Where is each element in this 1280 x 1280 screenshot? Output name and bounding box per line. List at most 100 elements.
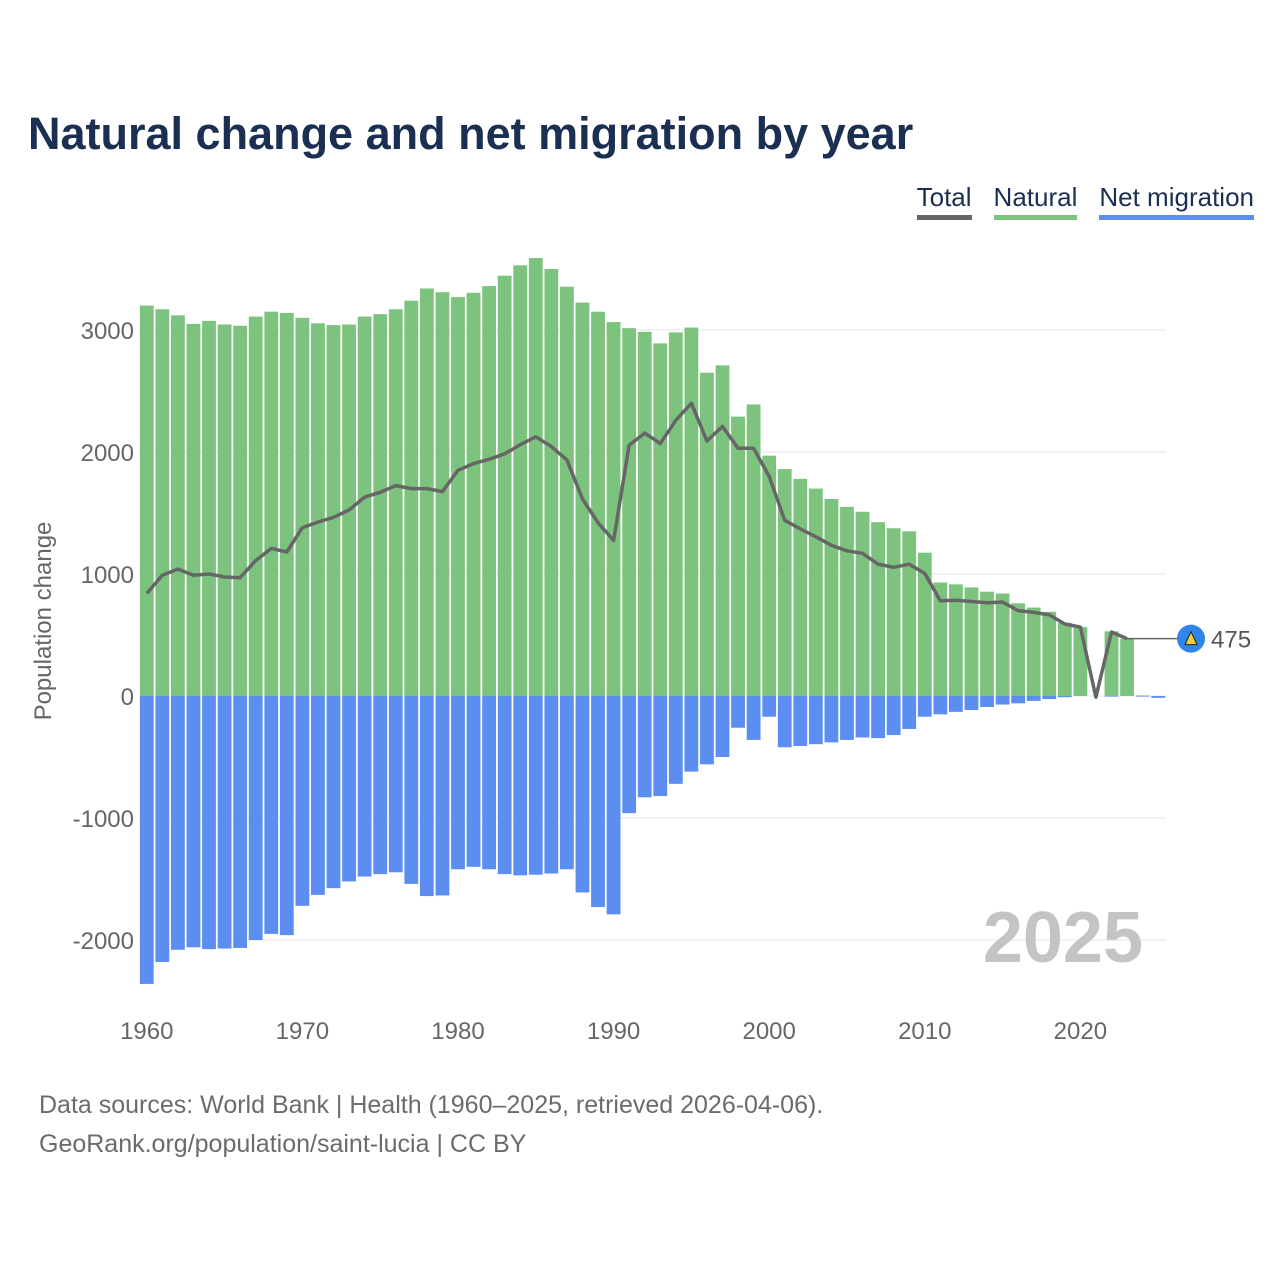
net-migration-bar (466, 696, 481, 867)
natural-bar (731, 416, 745, 696)
net-migration-bar (840, 696, 854, 740)
net-migration-bar (653, 696, 668, 797)
net-migration-bar (949, 696, 963, 712)
natural-bar (139, 305, 154, 696)
natural-bar (311, 323, 325, 696)
natural-bar (1120, 638, 1134, 696)
net-migration-bar (1042, 696, 1057, 700)
net-migration-bar (388, 696, 403, 873)
year-watermark: 2025 (983, 898, 1143, 978)
net-migration-bar (217, 696, 232, 949)
natural-bar (855, 511, 870, 696)
natural-bar (1073, 627, 1088, 696)
net-migration-bar (902, 696, 917, 729)
natural-bar (949, 584, 963, 696)
x-tick-label: 1980 (431, 1018, 484, 1045)
net-migration-bar (248, 696, 263, 940)
net-migration-bar (777, 696, 792, 748)
x-tick-label: 2020 (1054, 1018, 1107, 1045)
y-axis-label: Population change (30, 522, 57, 721)
net-migration-bar (451, 696, 465, 870)
net-migration-bar (964, 696, 979, 711)
chart-canvas: 2025 3000 2000 1000 0 -1000 -2000 1960 1970 198… (30, 258, 1251, 1045)
natural-bar (171, 315, 185, 696)
net-migration-bar (171, 696, 185, 950)
end-value-label: 475 (1211, 627, 1251, 654)
x-tick-label: 1970 (276, 1018, 329, 1045)
net-migration-bar (139, 696, 154, 984)
y-tick-label: 3000 (81, 318, 134, 345)
legend-item-total[interactable]: Total (916, 182, 972, 220)
footer-license: GeoRank.org/population/saint-lucia | CC … (39, 1130, 527, 1158)
natural-bar (746, 404, 761, 696)
legend: Total Natural Net migration (916, 182, 1254, 220)
net-migration-bar (497, 696, 512, 875)
legend-item-net-migration[interactable]: Net migration (1099, 182, 1254, 220)
net-migration-bar (419, 696, 434, 897)
net-migration-bar (1026, 696, 1041, 701)
net-migration-bar (155, 696, 170, 962)
net-migration-bar (762, 696, 777, 717)
natural-bar (762, 455, 777, 696)
natural-bar (451, 297, 465, 696)
net-migration-bar (1011, 696, 1026, 704)
net-migration-bar (295, 696, 310, 906)
net-migration-bar (528, 696, 543, 875)
natural-bar (1135, 695, 1150, 696)
natural-bar (777, 469, 792, 696)
y-tick-label: 0 (121, 684, 134, 711)
natural-bar (466, 292, 481, 696)
y-axis: 3000 2000 1000 0 -1000 -2000 (73, 318, 134, 955)
net-migration-bar (1135, 696, 1150, 697)
natural-bar (606, 322, 621, 696)
footer-sources: Data sources: World Bank | Health (1960–… (39, 1091, 824, 1119)
natural-bar (886, 528, 901, 696)
natural-bar (373, 314, 388, 696)
net-migration-bar (746, 696, 761, 740)
natural-bar (544, 269, 559, 696)
x-tick-label: 1960 (120, 1018, 173, 1045)
natural-bar (482, 286, 496, 696)
net-migration-bar (264, 696, 279, 934)
natural-bar (1026, 607, 1041, 696)
natural-bar (435, 292, 450, 696)
net-migration-bar (871, 696, 885, 739)
net-migration-bar (622, 696, 637, 814)
natural-bar (388, 309, 403, 696)
net-migration-bar (855, 696, 870, 738)
net-migration-bar (326, 696, 341, 889)
natural-bar (357, 316, 372, 696)
end-marker: 475 (1127, 624, 1251, 654)
natural-bar (933, 582, 948, 696)
natural-bar (917, 552, 932, 696)
natural-bar (560, 286, 574, 696)
net-migration-bar (808, 696, 823, 745)
net-migration-bar (1104, 696, 1119, 697)
natural-bar (824, 498, 839, 696)
net-migration-bar (233, 696, 248, 948)
legend-item-natural[interactable]: Natural (993, 182, 1078, 220)
natural-bar (217, 324, 232, 696)
natural-bar (684, 327, 699, 696)
net-migration-bar (482, 696, 496, 870)
x-tick-label: 2000 (742, 1018, 795, 1045)
natural-bar (840, 506, 854, 696)
natural-bar (1011, 603, 1026, 696)
natural-bar (902, 531, 917, 696)
natural-bar (871, 522, 885, 696)
y-tick-label: -1000 (73, 806, 134, 833)
net-migration-bar (1057, 696, 1072, 698)
natural-bar (808, 488, 823, 696)
net-migration-bar (575, 696, 590, 893)
natural-bar (528, 258, 543, 696)
net-migration-bar (373, 696, 388, 875)
natural-bar (295, 317, 310, 696)
natural-bar (419, 288, 434, 696)
natural-bar (202, 320, 216, 696)
net-migration-bar (917, 696, 932, 717)
gridlines (139, 329, 1166, 941)
y-tick-label: 2000 (81, 440, 134, 467)
y-tick-label: 1000 (81, 562, 134, 589)
net-migration-bar (715, 696, 730, 757)
net-migration-bar (684, 696, 699, 772)
